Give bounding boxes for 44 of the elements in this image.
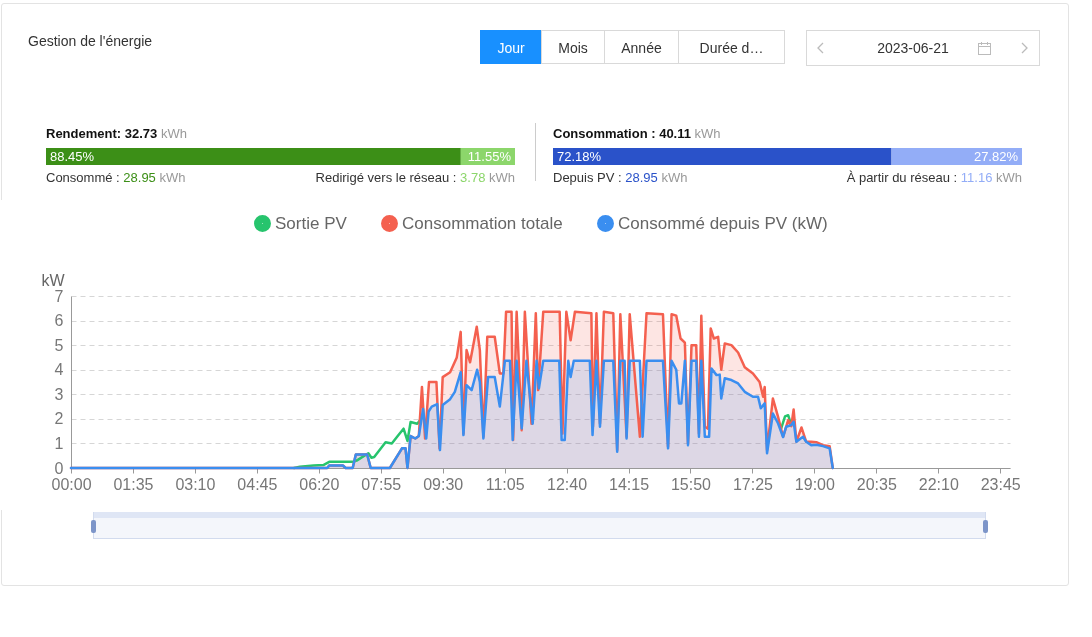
data-label: 27.82% xyxy=(973,149,1019,164)
y-tick-label: 2 xyxy=(54,410,64,428)
legend-label: Consommation totale xyxy=(402,213,563,233)
y-tick-label: 6 xyxy=(54,312,64,330)
x-tick-label: 14:15 xyxy=(609,475,650,493)
x-tick-label: 20:35 xyxy=(856,475,897,493)
text: Depuis PV : 28.95 kWh xyxy=(553,170,688,185)
x-tick-label: 23:45 xyxy=(980,475,1021,493)
x-tick-label: 00:00 xyxy=(51,475,92,493)
text: Gestion de l'énergie xyxy=(28,33,153,49)
text: Redirigé vers le réseau : 3.78 kWh xyxy=(315,170,515,185)
chart-title: Consommation : 40.11 kWh xyxy=(553,126,721,141)
text: 2023-06-21 xyxy=(876,40,950,56)
legend-label: Sortie PV xyxy=(275,213,348,233)
text: Mois xyxy=(541,30,605,64)
data-label: 11.55% xyxy=(467,149,512,164)
y-tick-label: 7 xyxy=(54,287,64,305)
data-label: 88.45% xyxy=(50,149,95,164)
x-tick-label: 07:55 xyxy=(361,475,402,493)
y-tick-label: 5 xyxy=(54,336,64,354)
y-tick-label: 4 xyxy=(54,361,64,379)
y-tick-label: 3 xyxy=(54,385,64,403)
text: Consommé : 28.95 kWh xyxy=(46,170,186,185)
x-tick-label: 15:50 xyxy=(670,475,712,493)
x-tick-label: 06:20 xyxy=(299,475,340,493)
text: Année xyxy=(604,30,679,64)
x-tick-label: 11:05 xyxy=(485,475,525,493)
legend-label: Consommé depuis PV (kW) xyxy=(618,213,828,233)
data-label: 72.18% xyxy=(557,149,602,164)
text: Jour xyxy=(480,30,542,64)
x-tick-label: 03:10 xyxy=(175,475,216,493)
chart-title: Rendement: 32.73 kWh xyxy=(46,126,187,141)
x-tick-label: 22:10 xyxy=(918,475,959,493)
text: À partir du réseau : 11.16 kWh xyxy=(846,170,1022,185)
y-tick-label: 0 xyxy=(54,459,64,477)
x-tick-label: 17:25 xyxy=(732,475,774,493)
x-tick-label: 01:35 xyxy=(113,475,154,493)
text: Durée d… xyxy=(678,30,785,64)
x-tick-label: 12:40 xyxy=(547,475,588,493)
x-tick-label: 09:30 xyxy=(423,475,464,493)
y-axis-title: kW xyxy=(41,271,66,289)
x-tick-label: 04:45 xyxy=(237,475,278,493)
y-tick-label: 1 xyxy=(54,434,64,452)
x-tick-label: 19:00 xyxy=(794,475,835,493)
